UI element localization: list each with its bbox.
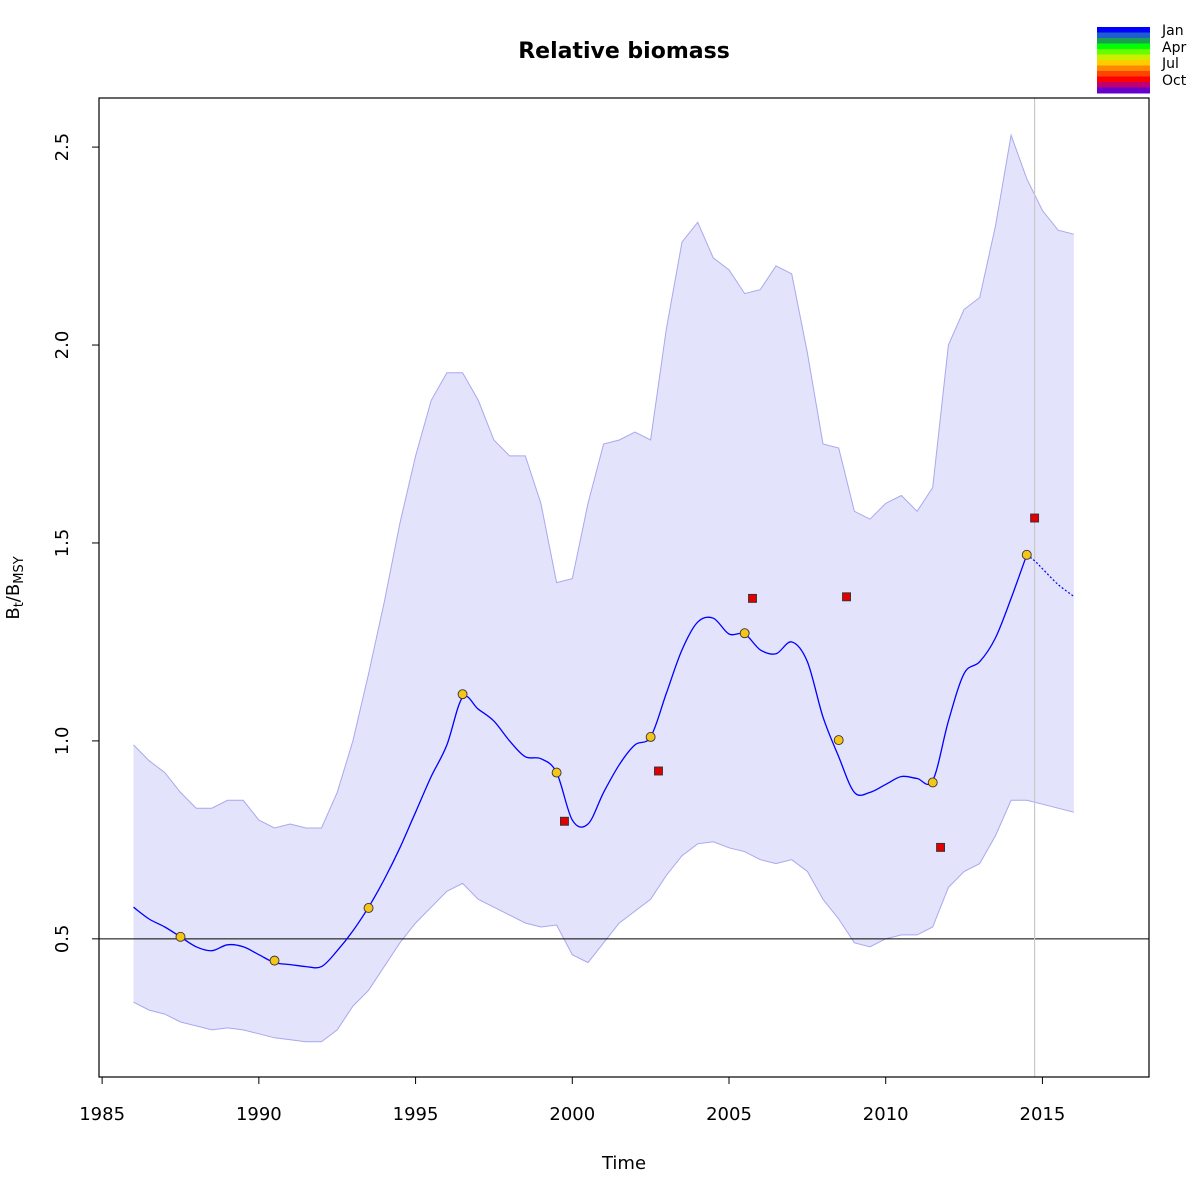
legend-swatch [1097,27,1150,33]
legend-swatch [1097,43,1150,50]
x-axis: 1985 1990 1995 2000 2005 2010 2015 [79,1076,1066,1125]
observed-point [927,777,938,788]
observed-point [645,731,656,742]
observed-point [739,628,750,639]
predicted-point [748,593,757,603]
legend-swatch [1097,65,1150,72]
predicted-point [842,592,851,602]
predicted-point [559,816,569,826]
y-axis-label: Bt/BMSY [3,556,27,619]
observed-point [833,735,844,746]
confidence-band [133,135,1074,1042]
x-tick-label: 1990 [236,1104,282,1125]
x-axis-label: Time [601,1153,646,1174]
legend-swatch [1097,76,1150,83]
legend-swatch [1097,71,1150,77]
y-label-sub-t: t [12,602,27,607]
legend-swatch [1097,60,1150,66]
chart-title: Relative biomass [518,39,730,64]
predicted-point [936,842,946,852]
x-tick-label: 2005 [706,1104,752,1125]
forecast-line [1026,554,1075,597]
legend-swatch [1097,87,1150,94]
estimate-line [133,554,1028,969]
legend-swatch [1097,82,1150,88]
legend-swatch [1097,49,1150,55]
legend-label: Apr [1162,40,1186,56]
x-tick-label: 2000 [549,1104,595,1125]
y-tick-label: 1.5 [52,529,73,558]
observed-point [1021,549,1032,560]
observed-point [175,931,186,942]
x-tick-label: 2010 [863,1104,909,1125]
y-tick-label: 0.5 [52,925,73,954]
predicted-point [1030,513,1040,523]
ci-upper-line [133,133,1074,829]
observed-point [457,689,468,700]
y-label-sub-msy: MSY [12,556,27,583]
legend-label: Jan [1161,23,1184,39]
x-tick-label: 1985 [79,1104,125,1125]
ci-lower-line [133,799,1074,1043]
y-label-main: B [3,607,24,619]
legend-swatch [1097,38,1150,44]
y-tick-label: 2.0 [52,331,73,360]
observed-point [269,955,280,966]
observed-point [363,903,374,913]
legend-swatch [1097,32,1150,39]
plot-area [99,98,1149,1077]
legend-swatch [1097,54,1150,61]
y-tick-label: 2.5 [52,133,73,162]
x-tick-label: 2015 [1020,1104,1066,1125]
observed-point [551,767,562,778]
legend-label: Jul [1161,56,1179,72]
legend-label: Oct [1162,73,1187,89]
x-tick-label: 1995 [393,1104,439,1125]
y-axis: 0.5 1.0 1.5 2.0 2.5 [52,133,100,954]
predicted-point [654,766,663,776]
y-label-slash: /B [3,584,24,602]
y-tick-label: 1.0 [52,727,73,756]
